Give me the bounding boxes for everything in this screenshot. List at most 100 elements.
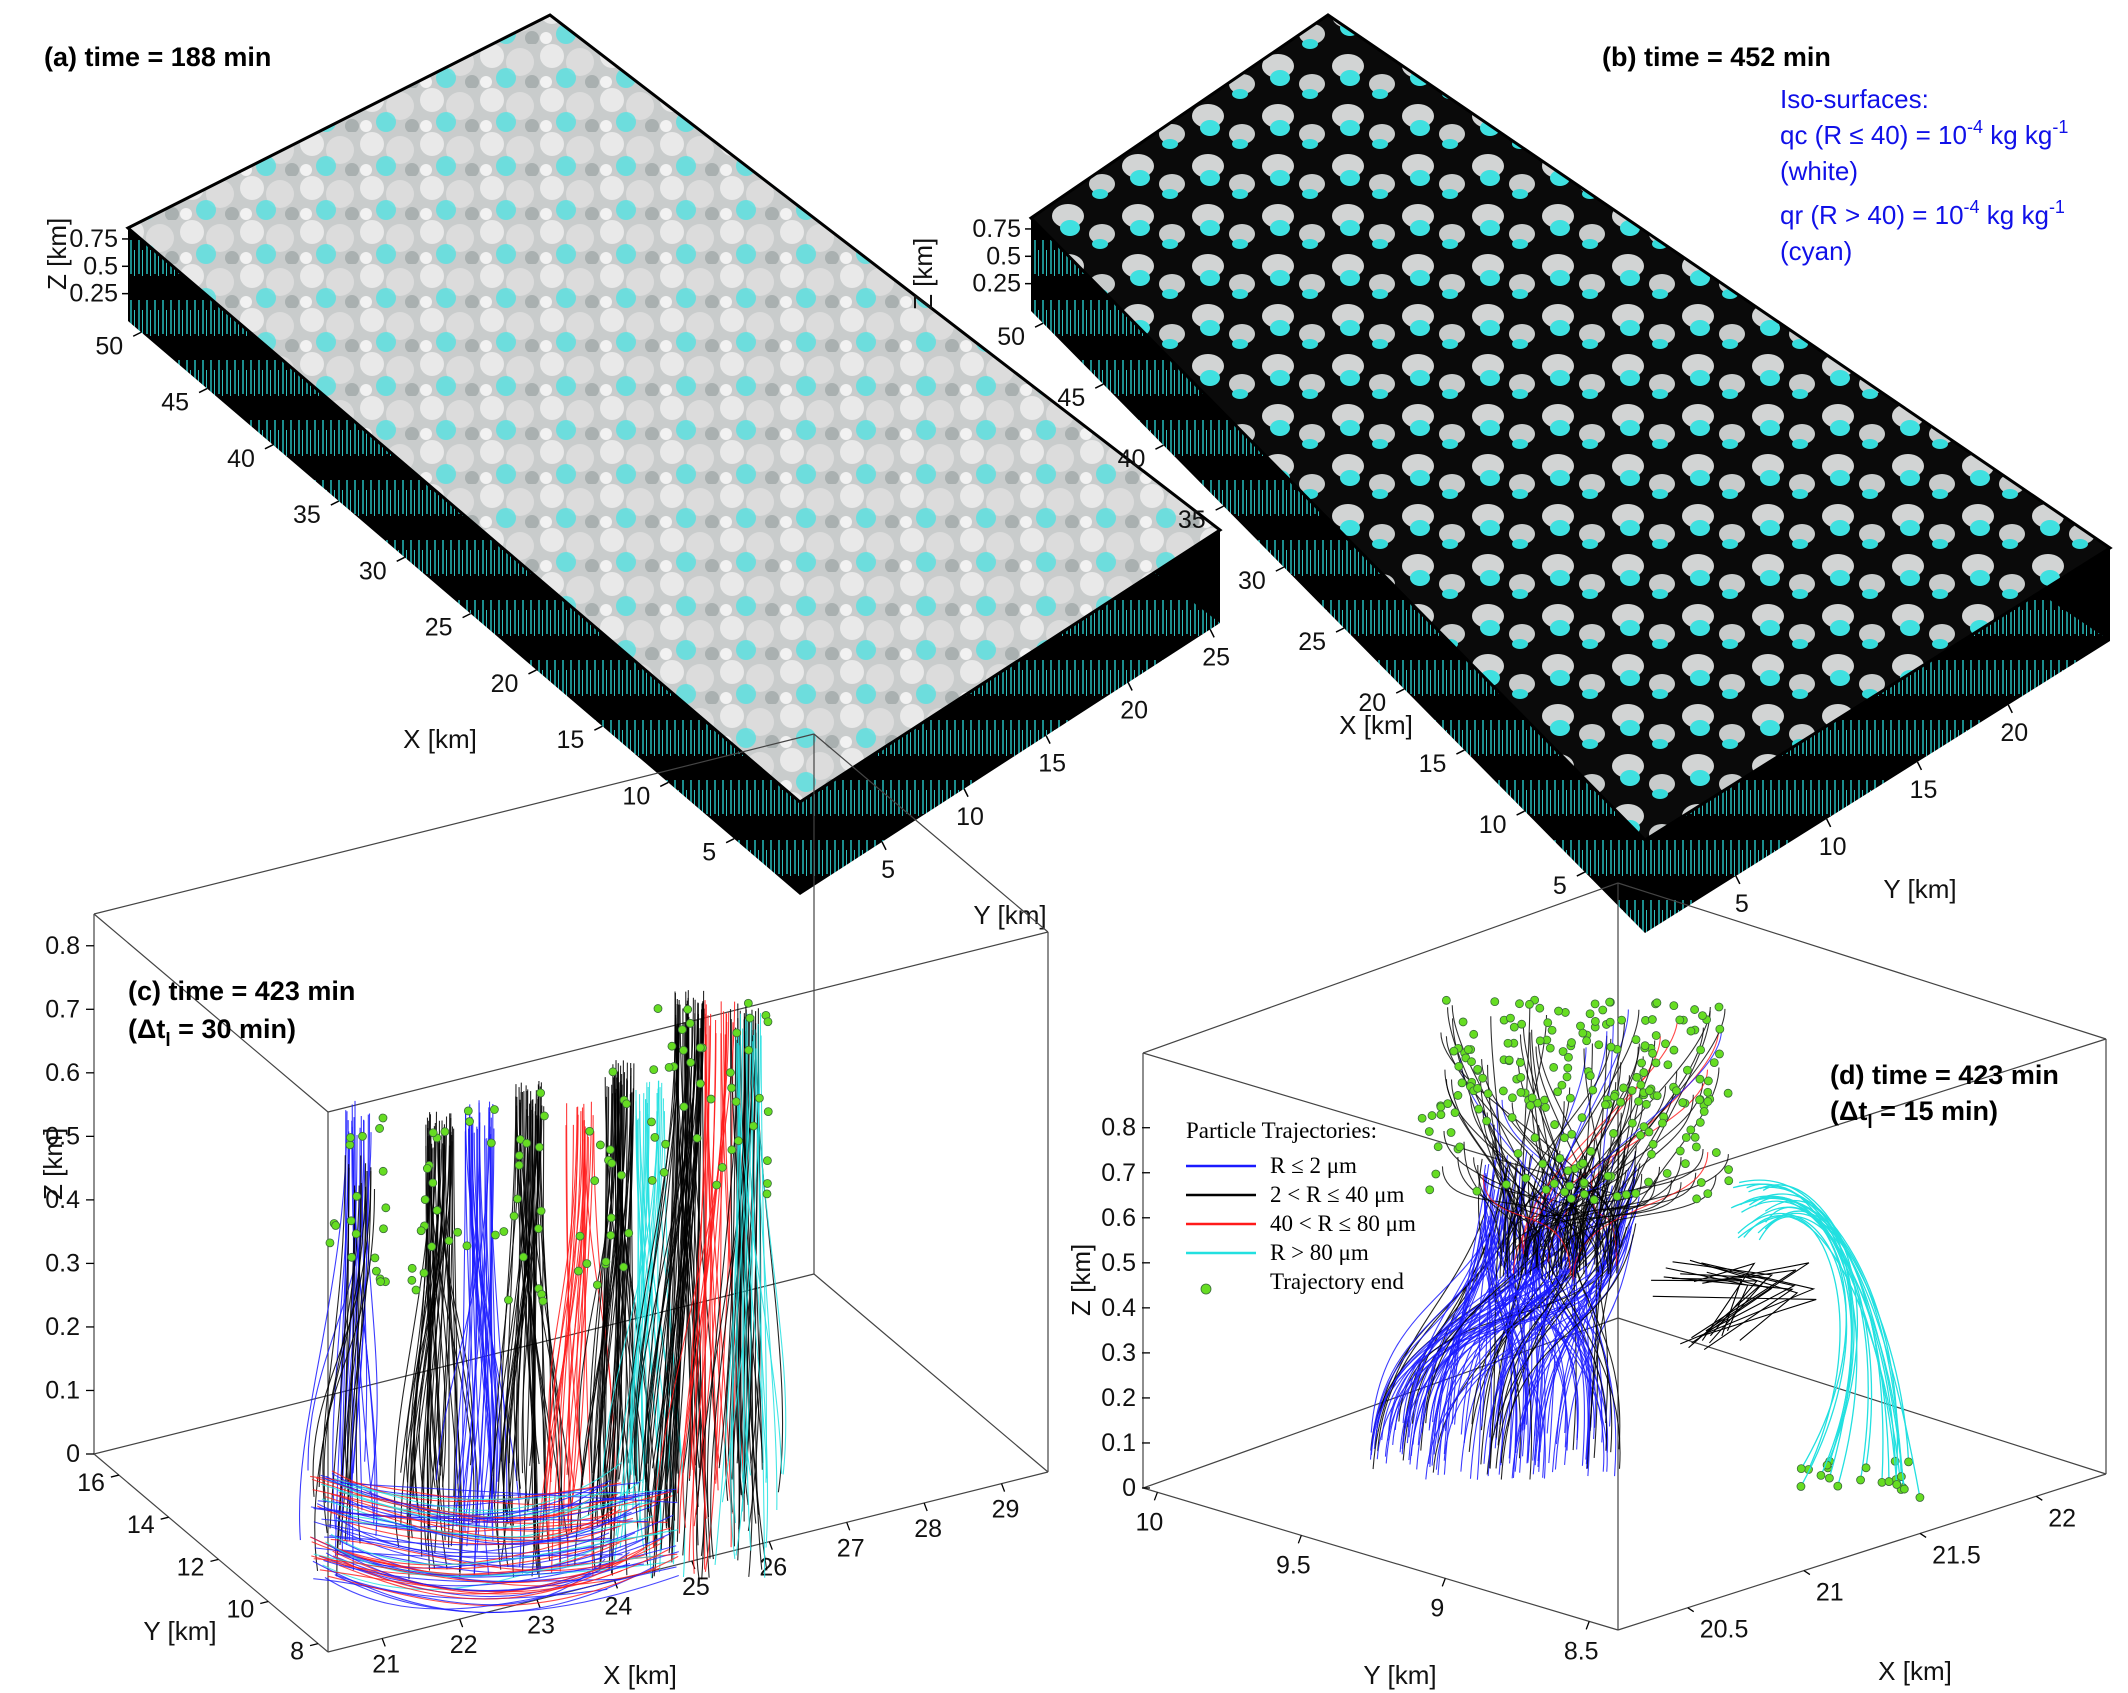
trajectory-end-point [1651, 1031, 1661, 1040]
trajectory-end-point [1627, 1086, 1637, 1095]
y-tick-label: 9.5 [1276, 1551, 1311, 1579]
trajectory-end-point [331, 1221, 341, 1230]
legend-end-label: Trajectory end [1270, 1269, 1404, 1294]
trajectory-end-point [1585, 1071, 1595, 1081]
x-tick-label: 50 [997, 323, 1025, 351]
iso-legend-qr: qr (R > 40) = 10-4 kg kg-1 [1780, 197, 2065, 230]
trajectory-end-point [536, 1206, 546, 1216]
trajectory-end-point [381, 1203, 391, 1213]
trajectory-end-point [624, 1228, 634, 1238]
trajectory-end-point [732, 1028, 742, 1038]
y-axis-label: Y [km] [1883, 874, 1956, 904]
trajectory-end-point [605, 1145, 615, 1155]
trajectory-line [318, 1188, 376, 1488]
trajectory-line [437, 1141, 479, 1536]
trajectory-end-point [522, 1138, 532, 1148]
trajectory-end-point [1606, 1042, 1616, 1052]
axes-box-edge [1617, 882, 2107, 1040]
trajectory-line [1554, 1185, 1632, 1470]
trajectory-line [325, 1541, 664, 1578]
trajectory-end-point [509, 1211, 519, 1221]
trajectory-line [1758, 1216, 1841, 1470]
trajectory-end-point [347, 1252, 357, 1262]
trajectory-line [1689, 1259, 1799, 1341]
trajectory-line [721, 1012, 762, 1503]
trajectory-end-point [1616, 1097, 1625, 1107]
trajectory-line [316, 1488, 677, 1528]
trajectory-line [1502, 1155, 1529, 1425]
trajectory-end-point [1691, 1142, 1701, 1152]
y-tick-label: 20 [2000, 719, 2028, 747]
trajectory-line [1596, 1146, 1626, 1265]
trajectory-line [542, 1106, 551, 1561]
axes-box-edge [1617, 1317, 2107, 1475]
trajectory-line [299, 1111, 348, 1541]
trajectory-line [615, 1098, 625, 1464]
x-tick-label: 21 [1816, 1579, 1844, 1607]
trajectory-end-point [1696, 1178, 1706, 1187]
trajectory-line [517, 1103, 531, 1498]
x-tick-label: 30 [359, 557, 387, 585]
trajectory-line [319, 1549, 669, 1595]
trajectory-end-point [1612, 1192, 1622, 1201]
trajectory-line [1493, 1124, 1520, 1250]
trajectory-end-point [1683, 1065, 1692, 1075]
y-tick-label: 10 [1819, 833, 1847, 861]
x-tick-mark [1456, 749, 1465, 755]
trajectory-line [314, 1547, 623, 1557]
trajectory-end-point [1627, 1118, 1637, 1128]
trajectory-line [644, 990, 689, 1566]
trajectory-end-point [1555, 1154, 1565, 1163]
trajectory-line [1503, 1182, 1682, 1269]
trajectory-end-point [1594, 1040, 1604, 1050]
trajectory-end-point [499, 1227, 509, 1236]
trajectory-end-point [1503, 1038, 1513, 1048]
trajectory-line [1563, 1046, 1639, 1247]
x-tick-mark [198, 387, 208, 394]
trajectory-end-point [1549, 1179, 1559, 1189]
trajectory-end-point [1609, 1129, 1618, 1138]
trajectory-group [299, 990, 787, 1614]
trajectory-end-point [743, 998, 753, 1008]
trajectory-end-point [1641, 1099, 1651, 1109]
trajectory-end-point [606, 1213, 616, 1223]
trajectory-end-point [1590, 1017, 1600, 1026]
axes-box-edge [813, 733, 1049, 933]
trajectory-end-point [1473, 1083, 1482, 1093]
trajectory-end-point [516, 1135, 525, 1144]
x-tick-mark [1687, 1607, 1695, 1613]
trajectory-end-point [1543, 1018, 1553, 1028]
axes-box-edge [93, 733, 815, 915]
trajectory-end-point [1675, 1146, 1685, 1156]
trajectory-end-point [1436, 1110, 1446, 1120]
trajectory-line [347, 1120, 365, 1463]
trajectory-end-point [1483, 1089, 1493, 1099]
trajectory-line [678, 1013, 728, 1534]
axes-box-edge [1617, 1038, 2107, 1196]
trajectory-end-point [490, 1105, 499, 1114]
trajectory-end-point [346, 1216, 356, 1226]
trajectory-end-point [1698, 1011, 1707, 1021]
trajectory-end-point [1605, 997, 1615, 1007]
trajectory-line [1672, 1277, 1743, 1337]
trajectory-end-point [1472, 1186, 1482, 1196]
trajectory-line [347, 1170, 368, 1497]
trajectory-line [1370, 1199, 1507, 1451]
trajectory-end-point [519, 1252, 528, 1262]
trajectory-line [360, 1115, 368, 1462]
trajectory-end-point [1565, 1093, 1575, 1103]
x-tick-mark [1275, 566, 1285, 572]
x-tick-label: 25 [682, 1573, 710, 1601]
trajectory-end-point [1517, 1019, 1527, 1029]
y-tick-mark [963, 788, 969, 798]
trajectory-line [1536, 1101, 1565, 1265]
x-tick-label: 21.5 [1932, 1541, 1981, 1569]
x-tick-mark [1155, 444, 1164, 450]
x-tick-label: 27 [837, 1534, 865, 1562]
trajectory-line [566, 1103, 571, 1521]
trajectory-end-point [538, 1296, 548, 1306]
trajectory-line [469, 1104, 491, 1461]
trajectory-line [1594, 1112, 1622, 1265]
trajectory-line [462, 1128, 479, 1493]
trajectory-end-point [1541, 1185, 1551, 1194]
